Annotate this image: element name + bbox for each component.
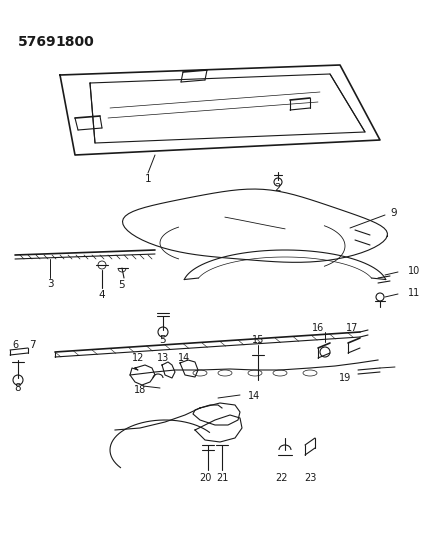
- Text: 14: 14: [248, 391, 260, 401]
- Text: 7: 7: [29, 340, 36, 350]
- Text: 12: 12: [132, 353, 144, 363]
- Text: 10: 10: [408, 266, 420, 276]
- Text: 4: 4: [99, 290, 105, 300]
- Text: 9: 9: [391, 208, 397, 218]
- Text: 23: 23: [304, 473, 316, 483]
- Text: 22: 22: [276, 473, 288, 483]
- Text: 16: 16: [312, 323, 324, 333]
- Text: 13: 13: [157, 353, 169, 363]
- Text: 11: 11: [408, 288, 420, 298]
- Text: 1800: 1800: [55, 35, 94, 49]
- Text: 15: 15: [252, 335, 264, 345]
- Text: 20: 20: [199, 473, 211, 483]
- Text: 14: 14: [178, 353, 190, 363]
- Text: 6: 6: [12, 340, 18, 350]
- Text: 5: 5: [119, 280, 125, 290]
- Text: 18: 18: [134, 385, 146, 395]
- Text: 17: 17: [346, 323, 358, 333]
- Text: 2: 2: [275, 183, 281, 193]
- Text: 1: 1: [145, 174, 152, 184]
- Text: 19: 19: [339, 373, 351, 383]
- Text: 3: 3: [47, 279, 54, 289]
- Text: 8: 8: [15, 383, 21, 393]
- Text: 5: 5: [160, 335, 166, 345]
- Text: 5769: 5769: [18, 35, 56, 49]
- Text: 21: 21: [216, 473, 228, 483]
